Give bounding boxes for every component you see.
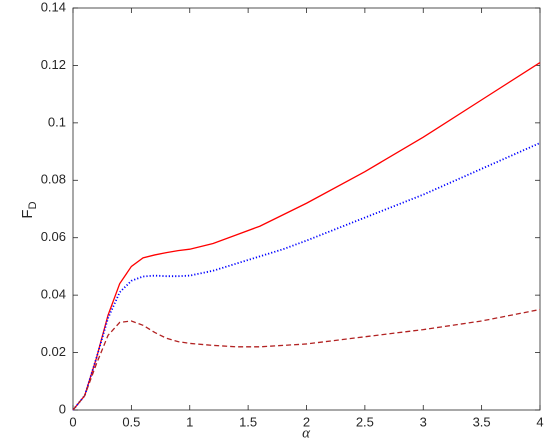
x-tick-label: 3 xyxy=(420,414,427,429)
line-series xyxy=(72,142,541,411)
y-axis-label-subscript: D xyxy=(27,201,39,209)
x-tick-label: 1.5 xyxy=(239,414,257,429)
y-tick-label: 0.08 xyxy=(41,172,66,187)
y-tick-label: 0.14 xyxy=(41,0,66,14)
y-tick-label: 0.06 xyxy=(41,229,66,244)
x-tick-label: 3.5 xyxy=(473,414,491,429)
y-tick-label: 0.04 xyxy=(41,287,66,302)
x-tick-label: 1 xyxy=(186,414,193,429)
axes-box xyxy=(72,7,541,411)
x-tick-label: 2 xyxy=(303,414,310,429)
x-tick-label: 2.5 xyxy=(356,414,374,429)
x-tick-label: 0 xyxy=(69,414,76,429)
x-tick-label: 0.5 xyxy=(122,414,140,429)
y-tick-label: 0.1 xyxy=(48,114,66,129)
x-tick-label: 4 xyxy=(536,414,543,429)
y-tick-label: 0.12 xyxy=(41,57,66,72)
y-axis-label: FD xyxy=(19,201,39,218)
line-series xyxy=(72,62,541,411)
y-axis-label-main: F xyxy=(19,209,36,218)
y-tick-label: 0.02 xyxy=(41,344,66,359)
y-tick-label: 0 xyxy=(59,401,66,416)
x-axis-label: α xyxy=(302,425,311,441)
line-series xyxy=(72,308,541,411)
